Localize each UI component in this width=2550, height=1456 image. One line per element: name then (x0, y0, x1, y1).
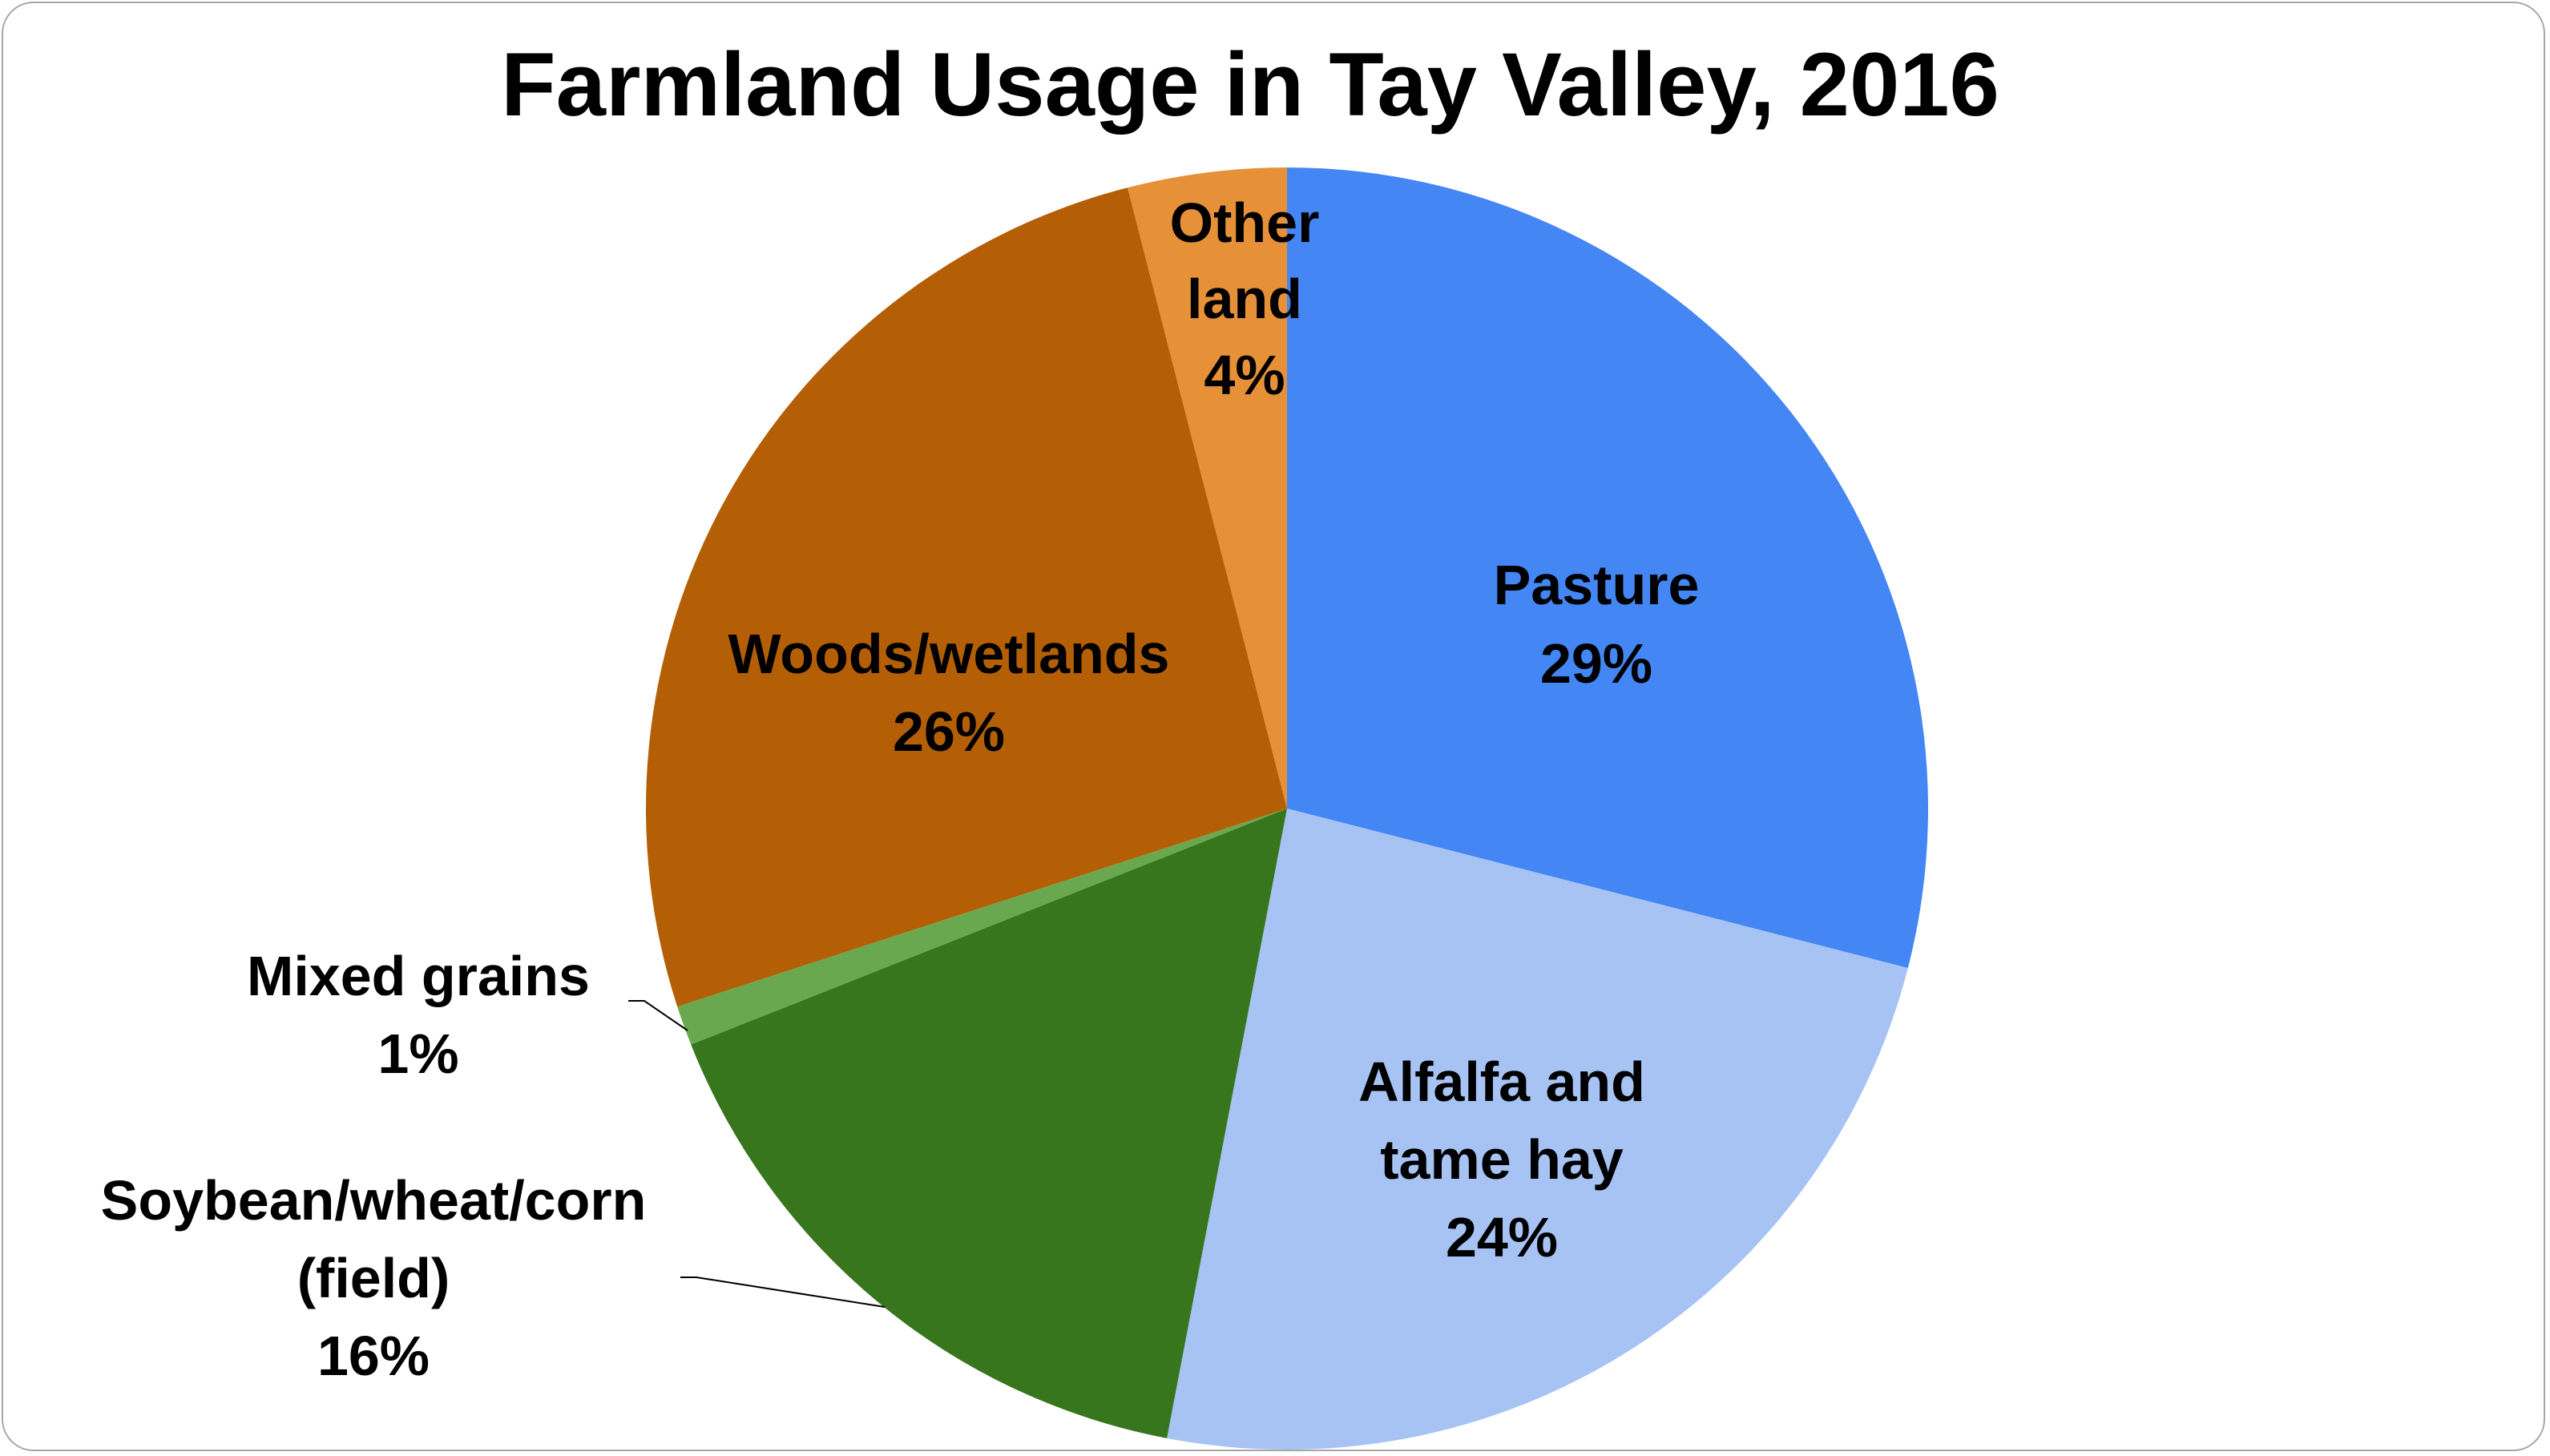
slice-label-pasture: Pasture 29% (1494, 554, 1700, 695)
slice-label-soybean-wheat-corn-field: Soybean/wheat/corn (field) 16% (101, 1169, 647, 1387)
pie-slice-soybean-wheat-corn-field (691, 809, 1287, 1438)
slice-category-label: Pasture (1494, 554, 1700, 616)
leader-line-mixed-grains (628, 1000, 688, 1031)
pie-slice-mixed-grains (677, 809, 1287, 1045)
pie-slices (645, 167, 1928, 1450)
pie-slice-other-land (1128, 167, 1287, 809)
slice-category-label: Other (1170, 192, 1320, 254)
slice-percent-label: 26% (893, 700, 1005, 763)
slice-label-woods-wetlands: Woods/wetlands 26% (728, 623, 1170, 763)
slice-category-label: land (1187, 268, 1302, 330)
pie-slice-pasture (1287, 167, 1928, 968)
slice-category-label: Mixed grains (247, 945, 590, 1007)
slice-category-label: Soybean/wheat/corn (101, 1169, 647, 1232)
pie-chart: Farmland Usage in Tay Valley, 2016 Pastu… (101, 34, 1999, 1450)
slice-percent-label: 4% (1204, 344, 1285, 406)
slice-label-other-land: Other land 4% (1170, 192, 1320, 406)
slice-category-label: tame hay (1380, 1128, 1624, 1191)
slice-label-alfalfa-and-tame-hay: Alfalfa and tame hay 24% (1358, 1051, 1645, 1268)
leader-lines (628, 1000, 886, 1308)
slice-label-mixed-grains: Mixed grains 1% (247, 945, 590, 1085)
slice-percent-label: 16% (317, 1325, 430, 1387)
slice-category-label: Alfalfa and (1358, 1051, 1645, 1113)
slice-labels: Pasture 29% Alfalfa and tame hay 24% Soybean/… (101, 192, 1700, 1387)
pie-slice-woods-wetlands (645, 188, 1287, 1007)
chart-title: Farmland Usage in Tay Valley, 2016 (501, 34, 1999, 135)
slice-category-label: (field) (297, 1247, 450, 1309)
slice-percent-label: 29% (1540, 632, 1652, 695)
slice-category-label: Woods/wetlands (728, 623, 1170, 685)
slice-percent-label: 24% (1446, 1206, 1558, 1268)
leader-line-soybean-wheat-corn-field (680, 1277, 886, 1308)
pie-slice-alfalfa-and-tame-hay (1167, 809, 1908, 1450)
slice-percent-label: 1% (377, 1022, 458, 1085)
